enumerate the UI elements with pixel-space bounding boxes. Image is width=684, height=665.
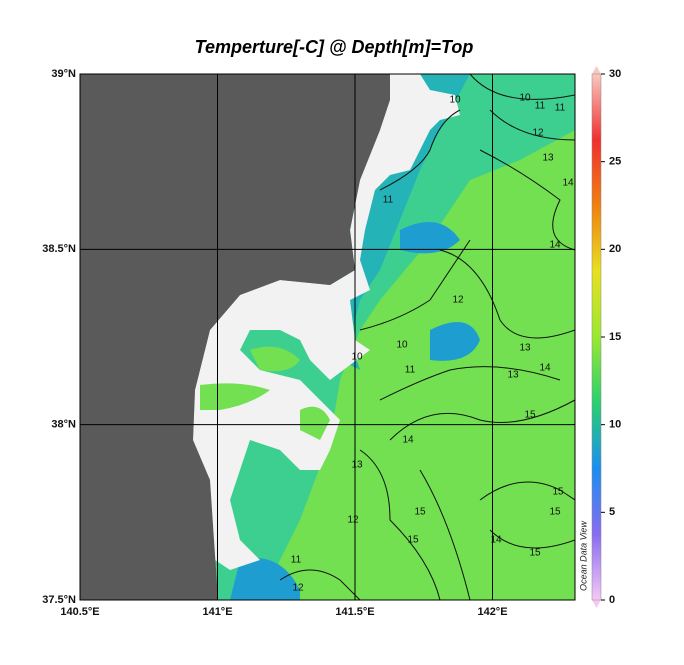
x-tick-label: 141.5°E xyxy=(335,606,374,618)
x-tick-label: 140.5°E xyxy=(60,606,99,618)
contour-label: 13 xyxy=(507,370,519,381)
contour-label: 13 xyxy=(542,153,554,164)
contour-label: 14 xyxy=(549,240,561,251)
contour-label: 12 xyxy=(292,583,304,594)
contour-label: 14 xyxy=(402,435,414,446)
colorbar-tick-label: 0 xyxy=(609,594,615,606)
colorbar-tick-label: 30 xyxy=(609,68,621,80)
colorbar-tick-label: 15 xyxy=(609,331,621,343)
watermark: Ocean Data View xyxy=(578,521,588,591)
contour-label: 12 xyxy=(532,128,544,139)
contour-label: 12 xyxy=(452,295,464,306)
colorbar-tick-label: 25 xyxy=(609,156,621,168)
contour-label: 15 xyxy=(549,507,561,518)
contour-label: 14 xyxy=(562,178,574,189)
cold-core xyxy=(230,222,480,600)
y-tick-label: 38.5°N xyxy=(42,243,76,255)
contours xyxy=(279,74,575,600)
contour-label: 11 xyxy=(405,365,416,376)
contour-label: 10 xyxy=(351,352,363,363)
y-tick-label: 37.5°N xyxy=(42,594,76,606)
land xyxy=(80,74,390,600)
contour-label: 15 xyxy=(529,548,541,559)
contour-label: 13 xyxy=(519,343,531,354)
colorbar xyxy=(591,73,602,601)
chart-title: Temperture[-C] @ Depth[m]=Top xyxy=(195,37,474,57)
contour-label: 14 xyxy=(490,535,502,546)
no-data xyxy=(193,74,460,570)
colorbar-tick-label: 20 xyxy=(609,243,621,255)
contour-label: 11 xyxy=(291,555,302,566)
x-tick-label: 141°E xyxy=(202,606,232,618)
y-tick-label: 39°N xyxy=(51,68,76,80)
contour-label: 15 xyxy=(552,487,564,498)
cool-water xyxy=(200,74,575,600)
map-area xyxy=(80,74,575,600)
contour-label: 14 xyxy=(539,363,551,374)
contour-label: 15 xyxy=(414,507,426,518)
x-tick-label: 142°E xyxy=(477,606,507,618)
contour-label: 10 xyxy=(396,340,408,351)
contour-label: 11 xyxy=(555,103,566,114)
colorbar-tick-label: 5 xyxy=(609,506,615,518)
contour-label: 15 xyxy=(524,410,536,421)
colorbar-top-arrow xyxy=(592,66,601,74)
contour-label: 13 xyxy=(351,460,363,471)
colorbar-bottom-arrow xyxy=(592,600,601,608)
contour-label: 11 xyxy=(383,195,394,206)
contour-label: 10 xyxy=(449,95,461,106)
y-tick-label: 38°N xyxy=(51,419,76,431)
contour-labels: 10 10 11 11 12 13 14 11 14 12 10 13 14 13 11 15 14 13 15 12… xyxy=(291,93,574,594)
contour-label: 12 xyxy=(347,515,359,526)
contour-label: 10 xyxy=(519,93,531,104)
colorbar-tick-label: 10 xyxy=(609,419,621,431)
contour-label: 15 xyxy=(407,535,419,546)
warm-patch xyxy=(200,346,330,440)
contour-label: 11 xyxy=(535,101,546,112)
